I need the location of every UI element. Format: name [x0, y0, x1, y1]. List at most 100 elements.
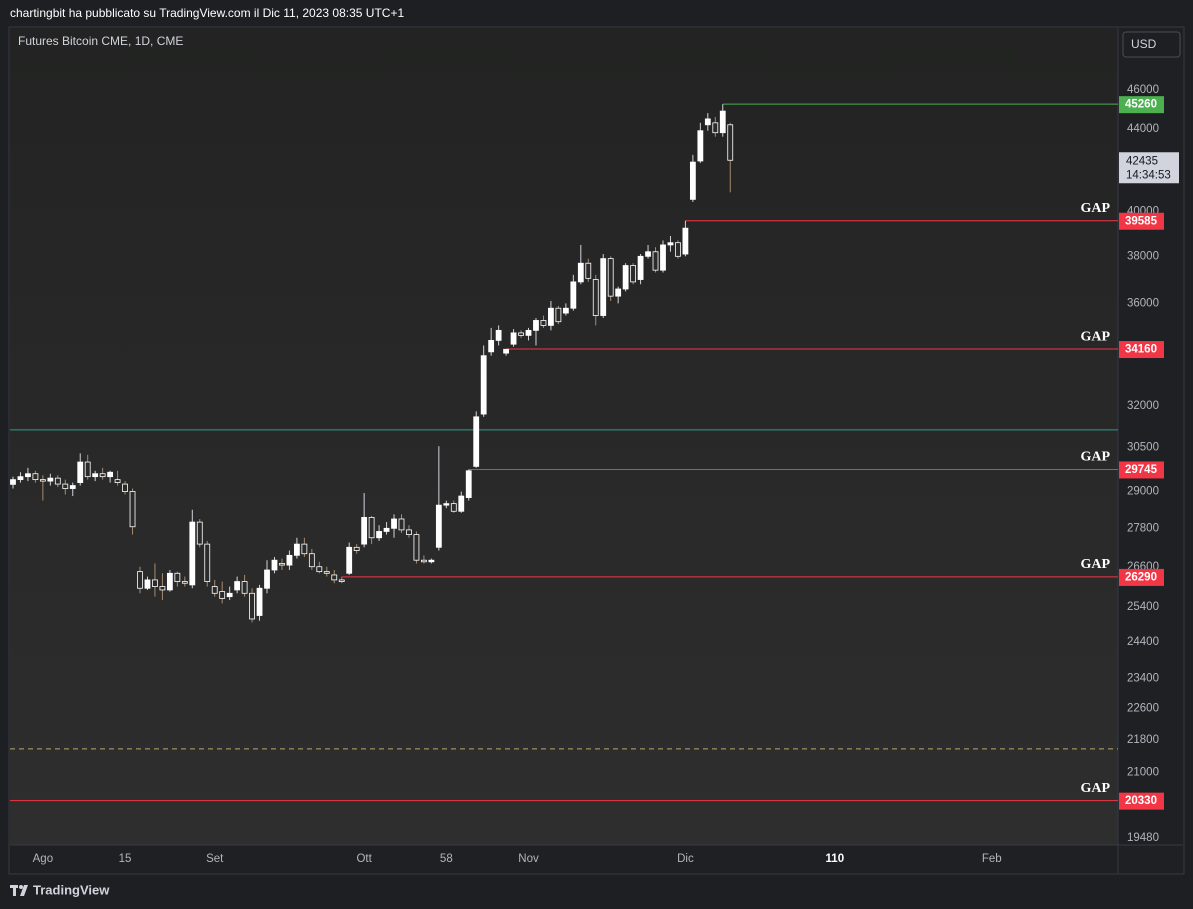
currency-button[interactable]	[1122, 31, 1181, 58]
x-tick-label: Ago	[33, 853, 53, 865]
candle-body	[219, 591, 226, 599]
level-label-box	[1119, 461, 1164, 479]
last-price: 42435	[1126, 155, 1158, 167]
y-tick-label: 23400	[1127, 672, 1159, 684]
level-label: 26290	[1125, 571, 1157, 583]
y-tick-label: 32000	[1127, 400, 1159, 412]
candle-body	[84, 461, 91, 478]
x-tick-label: 58	[440, 853, 453, 865]
candle-body	[99, 473, 106, 478]
candle-body	[413, 534, 420, 561]
candle-body	[271, 559, 278, 571]
candle-body	[114, 479, 121, 483]
candle-body	[323, 571, 330, 574]
x-tick-label: Nov	[518, 853, 539, 865]
candle-body	[391, 518, 397, 529]
candle-body	[196, 521, 203, 545]
candle-body	[301, 543, 308, 555]
candle-body	[465, 470, 472, 498]
candle-body	[450, 503, 457, 512]
candle-body	[592, 279, 599, 316]
candle-body	[69, 485, 76, 489]
logo-shape	[13, 885, 16, 896]
level-label-box	[1119, 792, 1164, 810]
candle-body	[234, 581, 241, 591]
candle-body	[406, 529, 412, 536]
logo-shape	[20, 885, 28, 896]
candle-body	[353, 546, 360, 551]
candle-body	[555, 307, 562, 323]
y-tick-label: 46000	[1127, 84, 1159, 96]
candle-body	[92, 473, 99, 478]
candle-body	[503, 348, 509, 354]
x-tick-label: Feb	[982, 853, 1002, 865]
brand: TradingView	[33, 882, 110, 897]
level-label: 39585	[1125, 215, 1158, 227]
candle-body	[383, 527, 390, 532]
y-tick-label: 21000	[1127, 766, 1159, 778]
y-tick-label: 24400	[1127, 636, 1159, 648]
candle-body	[279, 563, 285, 566]
chart-title: Futures Bitcoin CME, 1D, CME	[18, 34, 183, 48]
candle-body	[211, 586, 218, 594]
candle-body	[727, 124, 734, 161]
candle-body	[122, 483, 128, 492]
candle-body	[241, 581, 248, 594]
candle-body	[62, 483, 69, 489]
level-note: GAP	[1080, 201, 1110, 216]
header: chartingbit ha pubblicato su TradingView…	[10, 6, 404, 20]
candle-body	[645, 251, 651, 257]
candle-body	[421, 559, 427, 563]
candle-body	[361, 517, 368, 545]
currency[interactable]: USD	[1131, 37, 1157, 51]
y-tick-label: 25400	[1127, 601, 1159, 613]
candle-body	[630, 265, 637, 283]
candle-body	[338, 579, 345, 582]
candle-body	[25, 473, 31, 478]
candle-body	[562, 307, 569, 314]
candle-body	[473, 416, 480, 467]
level-label: 45260	[1125, 99, 1157, 111]
candle-body	[660, 244, 666, 271]
candle-body	[435, 504, 442, 548]
level-note: GAP	[1080, 781, 1110, 796]
candle-body	[443, 503, 450, 506]
candle-body	[286, 554, 293, 566]
candle-body	[129, 491, 136, 528]
candle-body	[249, 592, 255, 620]
candle-body	[540, 320, 547, 326]
candle-body	[398, 518, 405, 531]
candle-body	[77, 461, 84, 483]
candle-body	[518, 332, 524, 336]
x-tick-label: Dic	[677, 853, 694, 865]
candle-body	[577, 262, 584, 283]
candle-body	[226, 592, 233, 598]
candle-body	[615, 288, 622, 297]
y-tick-label: 36000	[1127, 297, 1159, 309]
candle-body	[204, 543, 211, 582]
candle-body	[510, 332, 517, 345]
candle-body	[293, 543, 300, 556]
candle-body	[697, 130, 704, 162]
level-label-box	[1119, 341, 1164, 359]
candle-body	[368, 517, 375, 539]
logo	[10, 885, 28, 896]
candle-body	[137, 571, 143, 589]
candle-body	[488, 340, 495, 353]
candle-body	[533, 320, 539, 331]
candle-body	[17, 476, 24, 481]
candle-body	[308, 553, 315, 568]
candle-body	[189, 521, 196, 586]
candle-body	[570, 281, 577, 309]
candle-body	[585, 262, 592, 279]
level-note: GAP	[1080, 450, 1110, 465]
level-label: 34160	[1125, 344, 1157, 356]
candle-body	[704, 118, 711, 126]
countdown: 14:34:53	[1126, 169, 1171, 181]
candle-body	[689, 161, 696, 200]
candle-body	[682, 227, 689, 255]
last-price-box	[1119, 152, 1179, 184]
candle-body	[376, 531, 382, 539]
candle-body	[166, 572, 173, 591]
